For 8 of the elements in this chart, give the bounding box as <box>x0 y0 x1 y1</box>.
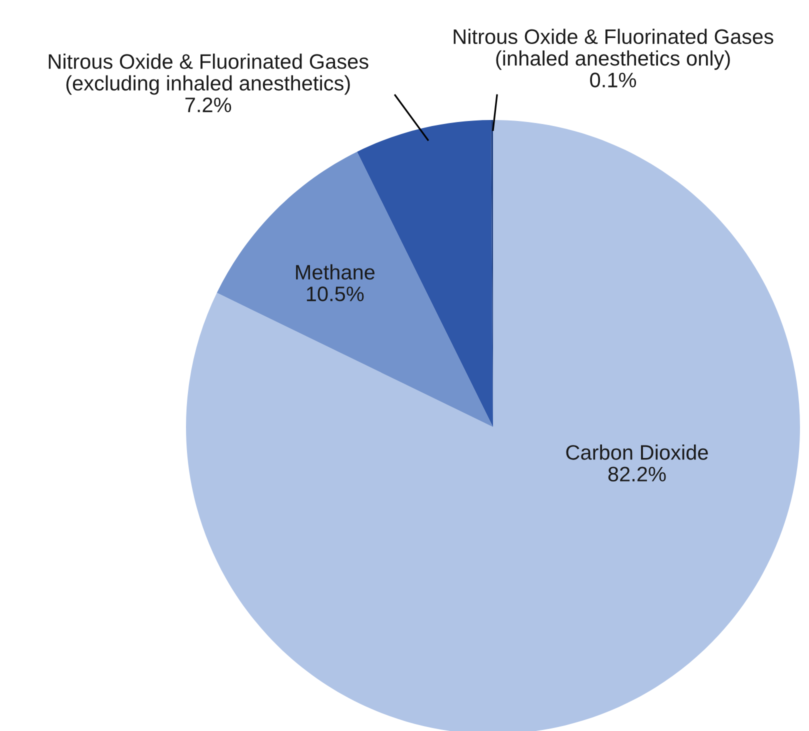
slice-label: Carbon Dioxide <box>566 444 708 460</box>
data-label: 7.2% <box>185 98 232 112</box>
slice-label: Nitrous Oxide & Fluorinated Gases (inhaled anesthetics only) <box>454 28 774 70</box>
data-label: 82.2% <box>608 466 666 482</box>
data-label: 0.1% <box>590 72 636 88</box>
slice-label: Nitrous Oxide & Fluorinated Gases (excluding inhaled anesthetics) <box>48 54 368 95</box>
slice-label: Methane <box>296 264 375 280</box>
data-label: 10.5% <box>306 286 364 302</box>
